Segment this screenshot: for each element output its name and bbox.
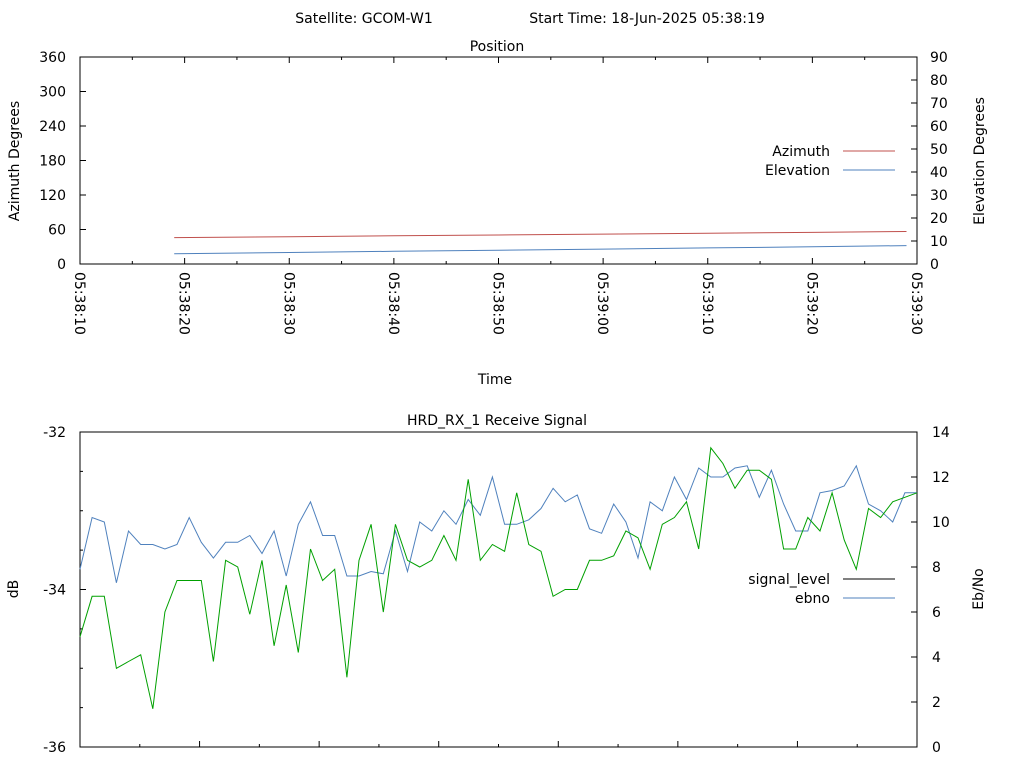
ebno-tick-label: 0 — [932, 740, 941, 756]
legend-signal-level-label: signal_level — [748, 572, 830, 588]
legend-elevation-label: Elevation — [765, 163, 830, 179]
elevation-tick-label: 80 — [930, 73, 948, 89]
position-legend: Azimuth Elevation — [765, 144, 895, 179]
position-axes: 0 60 120 180 240 300 360 0 10 20 30 40 50 60 70 80 90 05:… — [39, 50, 948, 335]
db-tick-label: -36 — [43, 740, 66, 756]
elevation-tick-label: 70 — [930, 96, 948, 112]
azimuth-tick-label: 180 — [39, 154, 66, 170]
azimuth-tick-label: 0 — [57, 257, 66, 273]
elevation-tick-label: 40 — [930, 165, 948, 181]
ebno-tick-label: 12 — [932, 470, 950, 486]
db-tick-label: -34 — [43, 583, 66, 599]
signal-axes: -32 -34 -36 0 2 4 6 8 10 12 14 — [43, 425, 950, 756]
ebno-tick-label: 14 — [932, 425, 950, 441]
satellite-label: Satellite: GCOM-W1 — [295, 11, 432, 27]
ebno-tick-label: 10 — [932, 515, 950, 531]
start-time-label: Start Time: 18-Jun-2025 05:38:19 — [529, 11, 765, 27]
elevation-tick-label: 90 — [930, 50, 948, 66]
ebno-tick-label: 2 — [932, 695, 941, 711]
azimuth-tick-label: 60 — [48, 223, 66, 239]
azimuth-axis-label: Azimuth Degrees — [7, 101, 23, 221]
receive-signal-chart: HRD_RX_1 Receive Signal -32 -34 -36 0 2 4 6 8 10… — [6, 413, 987, 756]
time-tick-label: 05:39:00 — [594, 272, 610, 335]
signal-legend: signal_level ebno — [748, 572, 895, 607]
elevation-tick-label: 60 — [930, 119, 948, 135]
time-tick-label: 05:38:50 — [490, 272, 506, 335]
time-tick-label: 05:38:20 — [176, 272, 192, 335]
time-axis-label: Time — [477, 372, 512, 388]
time-tick-label: 05:39:10 — [699, 272, 715, 335]
db-tick-label: -32 — [43, 425, 66, 441]
elevation-line — [174, 245, 907, 255]
azimuth-line — [174, 231, 907, 239]
azimuth-tick-label: 240 — [39, 119, 66, 135]
azimuth-tick-label: 300 — [39, 85, 66, 101]
db-axis-label: dB — [6, 580, 22, 599]
time-tick-label: 05:38:40 — [385, 272, 401, 335]
time-tick-label: 05:38:30 — [280, 272, 296, 335]
position-chart-title: Position — [470, 39, 525, 55]
elevation-axis-label: Elevation Degrees — [972, 97, 988, 225]
position-series — [174, 231, 907, 255]
legend-ebno-label: ebno — [795, 591, 830, 607]
receive-signal-chart-title: HRD_RX_1 Receive Signal — [407, 413, 587, 429]
ebno-tick-label: 8 — [932, 560, 941, 576]
elevation-tick-label: 10 — [930, 234, 948, 250]
azimuth-tick-label: 120 — [39, 188, 66, 204]
elevation-tick-label: 20 — [930, 211, 948, 227]
elevation-tick-label: 50 — [930, 142, 948, 158]
ebno-tick-label: 4 — [932, 650, 941, 666]
ebno-line — [79, 464, 917, 583]
time-tick-label: 05:39:20 — [803, 272, 819, 335]
time-tick-label: 05:38:10 — [71, 272, 87, 335]
ebno-axis-label: Eb/No — [971, 568, 987, 610]
signal-series — [79, 446, 918, 709]
elevation-tick-label: 30 — [930, 188, 948, 204]
signal-level-line — [79, 446, 918, 709]
time-tick-label: 05:39:30 — [908, 272, 924, 335]
elevation-tick-label: 0 — [930, 257, 939, 273]
signal-plot-frame — [79, 431, 918, 748]
azimuth-tick-label: 360 — [39, 50, 66, 66]
legend-azimuth-label: Azimuth — [772, 144, 830, 160]
position-chart: Position 0 60 120 180 240 300 360 0 10 20 30 40 50 60… — [7, 39, 988, 388]
ebno-tick-label: 6 — [932, 605, 941, 621]
